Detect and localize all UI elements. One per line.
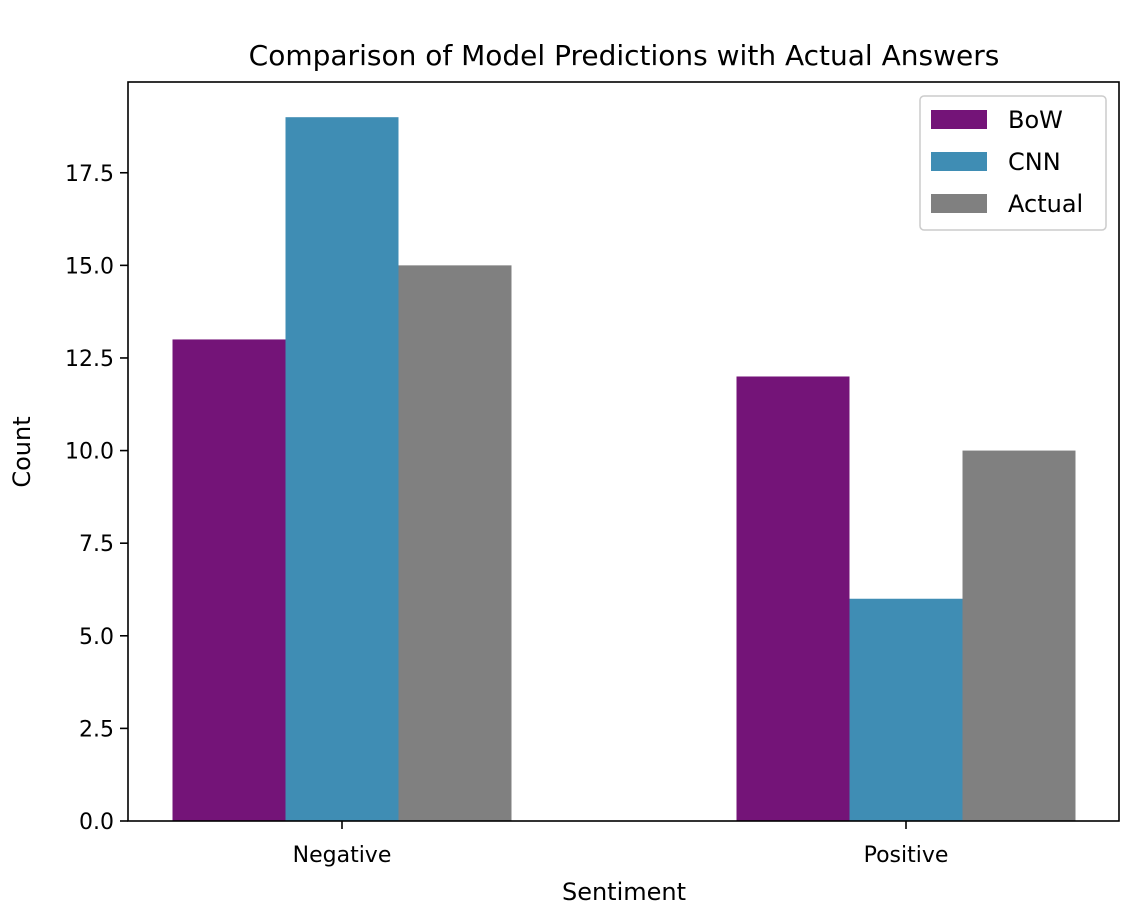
- y-tick-label: 12.5: [65, 347, 114, 372]
- legend-swatch-bow: [931, 110, 987, 129]
- y-tick-label: 10.0: [65, 440, 114, 465]
- chart-title: Comparison of Model Predictions with Act…: [249, 39, 1000, 72]
- y-tick-label: 15.0: [65, 254, 114, 279]
- plot-area-frame: [127, 81, 1120, 822]
- bar-actual-positive: [962, 450, 1076, 821]
- x-tick-label-positive: Positive: [864, 843, 949, 868]
- legend-label-actual: Actual: [1008, 190, 1083, 218]
- y-tick-label: 0.0: [79, 810, 114, 835]
- bar-actual-negative: [398, 265, 512, 821]
- bar-cnn-positive: [849, 598, 963, 821]
- x-axis-ticks: Negative Positive: [293, 821, 949, 868]
- y-tick-label: 5.0: [79, 625, 114, 650]
- legend: BoW CNN Actual: [919, 95, 1107, 231]
- legend-label-bow: BoW: [1008, 106, 1063, 134]
- bar-bow-positive: [736, 376, 850, 821]
- y-tick-label: 17.5: [65, 162, 114, 187]
- y-tick-label: 2.5: [79, 717, 114, 742]
- legend-swatch-cnn: [931, 152, 987, 171]
- legend-swatch-actual: [931, 194, 987, 213]
- x-tick-label-negative: Negative: [293, 843, 392, 868]
- legend-label-cnn: CNN: [1008, 148, 1061, 176]
- x-axis-label: Sentiment: [562, 878, 686, 906]
- legend-entries: BoW CNN Actual: [931, 106, 1083, 218]
- bars-layer: [172, 117, 1076, 821]
- bar-bow-negative: [172, 339, 286, 821]
- bar-cnn-negative: [285, 117, 399, 821]
- y-tick-label: 7.5: [79, 532, 114, 557]
- y-axis-label: Count: [8, 416, 36, 487]
- y-axis-ticks: 0.0 2.5 5.0 7.5 10.0 12.5 15.0 17.5: [65, 162, 128, 835]
